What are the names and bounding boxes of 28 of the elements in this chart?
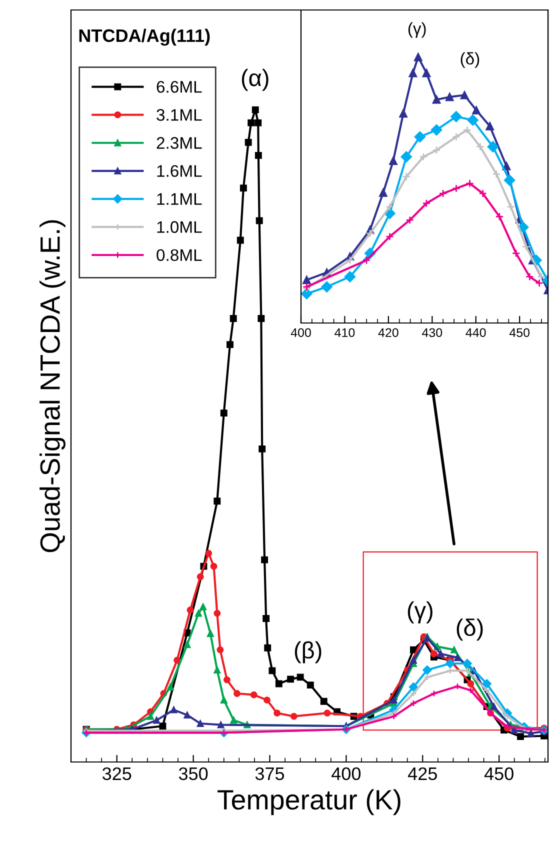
x-tick-label: 430 [422, 328, 442, 338]
legend-label: 3.1ML [156, 109, 202, 121]
annotation: (δ) [456, 618, 483, 641]
x-tick-label: 440 [466, 328, 486, 338]
x-tick-label: 425 [408, 767, 437, 780]
x-tick-label: 410 [334, 328, 355, 338]
y-axis-title: Quad-Signal NTCDA (w.E.) [40, 220, 66, 552]
legend-label: 2.3ML [156, 137, 202, 149]
legend-label: 6.6ML [156, 80, 202, 93]
x-tick-label: 350 [178, 767, 208, 780]
x-tick-label: 375 [255, 767, 284, 780]
x-tick-label: 400 [332, 767, 361, 780]
legend-label: 1.1ML [157, 193, 202, 205]
x-tick-label: 420 [378, 328, 398, 338]
annotation: (β) [294, 641, 322, 664]
chart-title: NTCDA/Ag(111) [79, 28, 210, 46]
annotation: (γ) [408, 601, 432, 624]
legend-label: 1.0ML [157, 221, 202, 233]
x-tick-label: 400 [290, 328, 311, 338]
text: (γ) [408, 22, 426, 38]
annotation: (δ) [460, 52, 480, 68]
text: (α) [242, 68, 268, 91]
legend-label: 0.8ML [156, 249, 202, 262]
x-tick-label: 325 [102, 767, 132, 780]
x-tick-label: 450 [484, 767, 514, 780]
x-tick-label: 450 [509, 328, 530, 338]
x-axis-title: Temperatur (K) [218, 789, 400, 816]
legend-label: 1.6ML [157, 165, 202, 177]
